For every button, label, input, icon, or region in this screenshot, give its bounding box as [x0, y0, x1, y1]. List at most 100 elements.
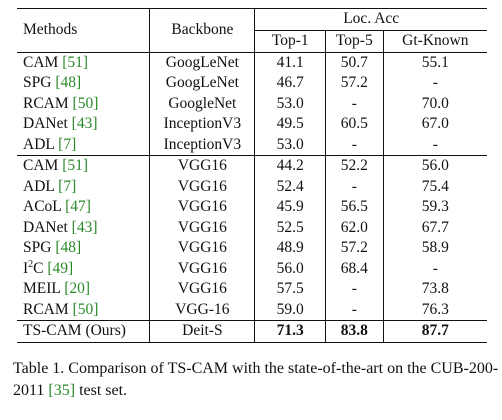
table-row: ADL [7] VGG16 52.4-75.4	[17, 176, 487, 197]
top1-cell: 56.0	[254, 258, 327, 279]
top5-cell: 62.0	[325, 217, 384, 238]
method-name: ACoL	[23, 198, 62, 215]
caption-text-2: test set.	[75, 382, 128, 399]
top1-cell: 52.5	[254, 217, 327, 238]
method-citation: [7]	[58, 135, 77, 153]
method-name: C	[33, 259, 44, 277]
gt-known-cell: -	[432, 259, 438, 277]
method-name: SPG	[23, 74, 52, 91]
header-top1: Top-1	[254, 30, 327, 52]
method-name-prefix: I	[23, 259, 29, 277]
backbone-cell: GoogLeNet	[149, 73, 256, 94]
method-cell: SPG [48]	[17, 73, 151, 94]
gt-known-cell: 76.3	[421, 300, 449, 318]
table-row: ADL [7] InceptionV3 53.0- -	[17, 134, 487, 156]
table-row: TS-CAM (Ours) Deit-S 71.3 83.8 87.7	[17, 320, 487, 343]
method-cell: TS-CAM (Ours)	[17, 320, 151, 343]
table-row: I2C [49] VGG16 56.0 68.4 -	[17, 258, 487, 279]
backbone-cell: InceptionV3	[149, 134, 256, 156]
top5-cell: 56.5	[325, 197, 384, 218]
method-name: DANet	[23, 218, 68, 236]
results-table: Methods Backbone Loc. Acc Top-1 Top-5 Gt…	[17, 8, 487, 343]
method-name: ADL	[23, 135, 55, 153]
results-table-container: Methods Backbone Loc. Acc Top-1 Top-5 Gt…	[17, 8, 487, 343]
table-row: MEIL [20] VGG16 57.5-73.8	[17, 279, 487, 300]
table-row: CAM [51] GoogLeNet 41.1 50.7 55.1	[17, 51, 487, 73]
backbone-cell: VGG-16	[149, 299, 256, 321]
method-cell: ADL [7]	[17, 134, 151, 156]
method-name: DANet	[23, 115, 68, 132]
gt-known-cell: -	[432, 135, 438, 153]
method-name: RCAM	[23, 300, 69, 318]
method-citation: [20]	[64, 280, 91, 297]
method-citation: [43]	[71, 218, 98, 236]
method-cell: DANet [43]	[17, 217, 151, 238]
gt-known-cell: 55.1	[383, 51, 487, 73]
method-name: RCAM	[23, 94, 69, 112]
method-citation: [50]	[72, 300, 99, 318]
table-row: RCAM [50] VGG-16 59.0-76.3	[17, 299, 487, 321]
top1-cell: 52.4	[254, 176, 327, 197]
gt-known-cell: 56.0	[383, 155, 487, 177]
gt-known-cell: 75.4	[421, 177, 449, 195]
top5-cell: 57.2	[325, 73, 384, 94]
method-cell: MEIL [20]	[17, 279, 151, 300]
top5-cell: 57.2	[325, 238, 384, 259]
caption-text-1: Table 1. Comparison of TS-CAM with the s…	[13, 360, 499, 399]
method-citation: [48]	[55, 239, 82, 256]
method-name: ADL	[23, 177, 55, 195]
top1-cell: 71.3	[254, 320, 327, 343]
header-methods: Methods	[17, 8, 151, 52]
top1-cell: 44.2	[254, 155, 327, 177]
backbone-cell: VGG16	[149, 217, 256, 238]
top5-cell: 60.5	[325, 114, 384, 135]
top1-cell: 48.9	[254, 238, 327, 259]
method-cell: SPG [48]	[17, 238, 151, 259]
table-row: DANet [43] VGG16 52.5 62.0 67.7	[17, 217, 487, 238]
top1-cell: 59.0	[254, 299, 327, 321]
method-cell: RCAM [50]	[17, 299, 151, 321]
top1-cell: 57.5	[254, 279, 327, 300]
header-backbone: Backbone	[149, 8, 256, 52]
top5-cell: -	[325, 93, 384, 114]
method-citation: [49]	[47, 259, 74, 277]
backbone-cell: VGG16	[149, 279, 256, 300]
method-citation: [50]	[72, 94, 99, 112]
method-cell: ADL [7]	[17, 176, 151, 197]
method-citation: [7]	[58, 177, 77, 195]
caption-citation: [35]	[48, 382, 76, 399]
method-cell: RCAM [50]	[17, 93, 151, 114]
table-row: SPG [48] GoogLeNet 46.7 57.2-	[17, 73, 487, 94]
gt-known-cell: 58.9	[421, 239, 449, 256]
top5-cell: 83.8	[325, 320, 384, 343]
top1-cell: 46.7	[254, 73, 327, 94]
top1-cell: 45.9	[254, 197, 327, 218]
backbone-cell: VGG16	[149, 176, 256, 197]
top5-cell: 50.7	[325, 51, 384, 73]
backbone-cell: GoogLeNet	[149, 51, 256, 73]
method-citation: [51]	[62, 157, 89, 174]
top5-cell: -	[325, 134, 384, 156]
table-row: CAM [51] VGG16 44.2 52.2 56.0	[17, 155, 487, 177]
table-row: DANet [43] InceptionV3 49.5 60.5 67.0	[17, 114, 487, 135]
table-body: CAM [51] GoogLeNet 41.1 50.7 55.1 SPG [48] Goo…	[17, 51, 487, 343]
method-cell: I2C [49]	[17, 258, 151, 279]
gt-known-cell: 59.3	[421, 198, 449, 215]
backbone-cell: InceptionV3	[149, 114, 256, 135]
top1-cell: 49.5	[254, 114, 327, 135]
top5-cell: -	[325, 299, 384, 321]
method-name: TS-CAM (Ours)	[23, 322, 126, 339]
header-loc-acc: Loc. Acc	[254, 8, 487, 31]
top5-cell: 68.4	[325, 258, 384, 279]
gt-known-cell: 67.0	[421, 115, 449, 132]
table-row: ACoL [47] VGG16 45.9 56.5 59.3	[17, 197, 487, 218]
top1-cell: 53.0	[254, 134, 327, 156]
table-row: SPG [48] VGG16 48.9 57.2 58.9	[17, 238, 487, 259]
gt-known-cell: 73.8	[421, 280, 449, 297]
method-name: SPG	[23, 239, 52, 256]
backbone-cell: Deit-S	[149, 320, 256, 343]
backbone-cell: GoogleNet	[149, 93, 256, 114]
top1-cell: 53.0	[254, 93, 327, 114]
backbone-cell: VGG16	[149, 238, 256, 259]
backbone-cell: VGG16	[149, 258, 256, 279]
